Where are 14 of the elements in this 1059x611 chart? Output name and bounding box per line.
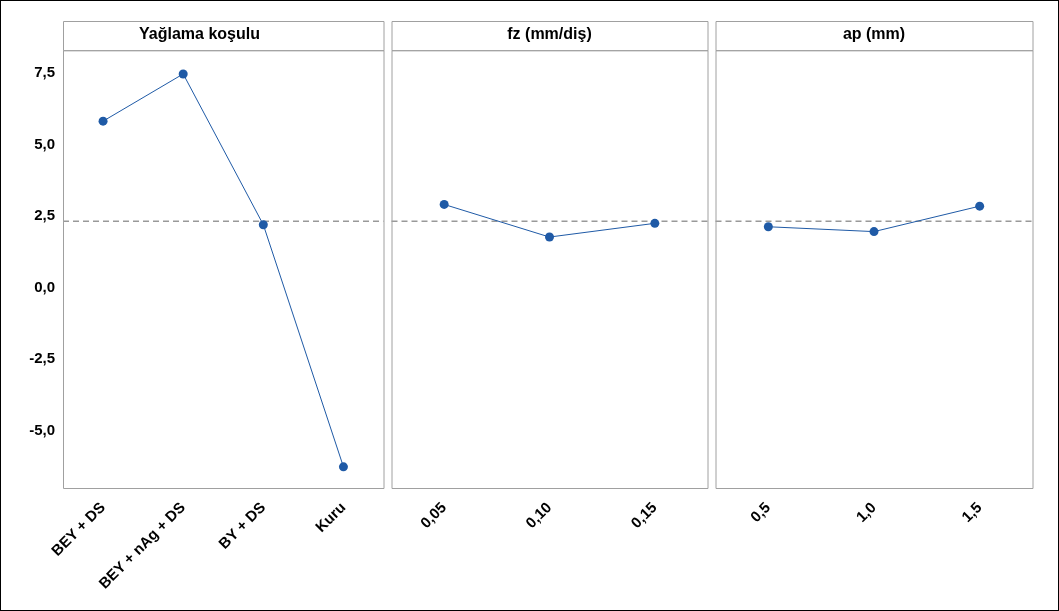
x-tick-label: 1,5 [957, 498, 985, 526]
y-tick-label: 7,5 [34, 63, 55, 81]
chart-title: fz (mm/diş) [507, 25, 592, 43]
x-tick-label: 0,10 [521, 498, 555, 532]
chart-title: Yağlama koşulu [139, 25, 260, 43]
y-tick-label: 0,0 [34, 277, 55, 295]
y-tick-label: -5,0 [29, 420, 55, 438]
y-tick-label: 5,0 [34, 134, 55, 152]
x-tick-label: 0,5 [746, 498, 774, 526]
x-tick-label: 1,0 [852, 498, 880, 526]
chart-title: ap (mm) [842, 25, 906, 43]
y-tick-label: 2,5 [34, 206, 55, 224]
x-tick-label: BY + DS [214, 498, 269, 552]
y-tick-label: -2,5 [29, 349, 55, 367]
